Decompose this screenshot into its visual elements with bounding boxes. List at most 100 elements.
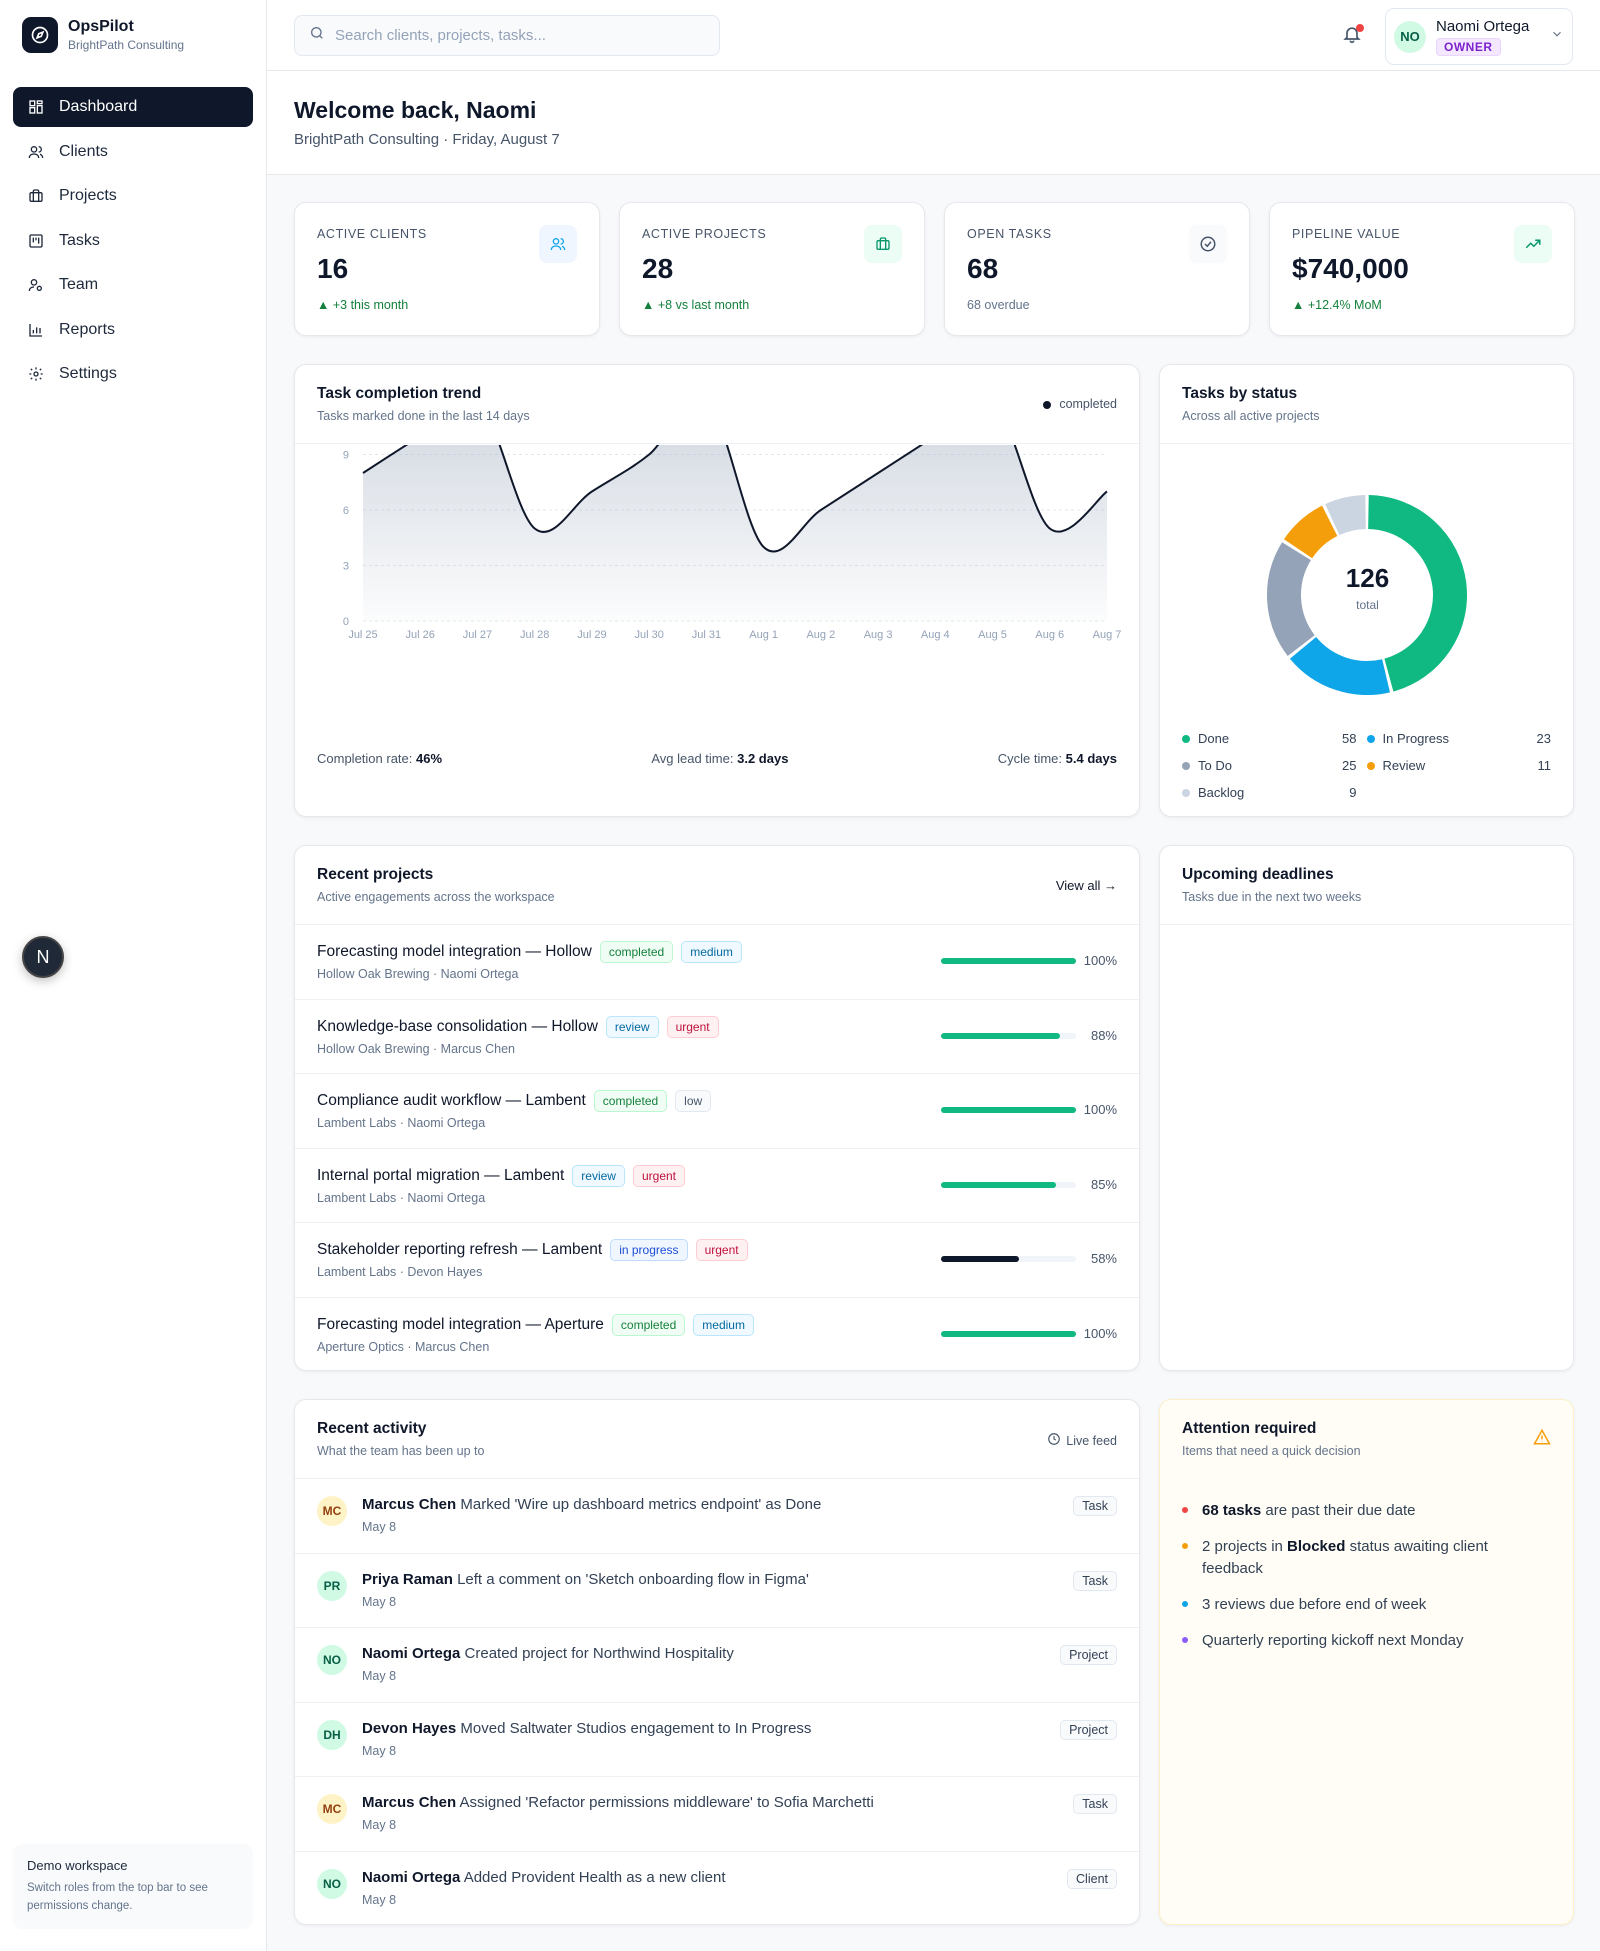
- sidebar-item-label: Reports: [59, 320, 116, 338]
- sidebar-item-label: Team: [59, 276, 99, 293]
- table-row[interactable]: Stakeholder reporting refresh — Lambent …: [295, 1222, 1139, 1297]
- view-all-link[interactable]: View all →: [1055, 878, 1117, 893]
- table-row[interactable]: Forecasting model integration — Hollow c…: [295, 924, 1139, 999]
- y-tick-label: 3: [343, 561, 349, 573]
- project-name: Knowledge-base consolidation — Hollow re…: [317, 1015, 719, 1038]
- activity-type-tag: Client: [1067, 1869, 1117, 1889]
- trend-metric: Cycle time: 5.4 days: [998, 751, 1117, 766]
- list-item[interactable]: NO Naomi Ortega Added Provident Health a…: [295, 1851, 1139, 1926]
- x-tick-label: Jul 30: [634, 629, 663, 641]
- x-tick-label: Aug 1: [749, 629, 778, 641]
- donut-slice-to-do: [1267, 542, 1316, 656]
- trending-up-icon: [1514, 225, 1552, 263]
- progress-value: 88%: [1090, 1027, 1117, 1043]
- sidebar-item-dashboard[interactable]: Dashboard: [13, 87, 253, 127]
- trend-metric: Avg lead time: 3.2 days: [651, 751, 788, 766]
- card-subtitle: What the team has been up to: [317, 1444, 485, 1458]
- chevron-down-icon: [1550, 27, 1564, 46]
- demo-text: Switch roles from the top bar to see per…: [27, 1882, 208, 1912]
- progress-fill: [941, 1032, 1060, 1039]
- sidebar-item-clients[interactable]: Clients: [13, 132, 253, 172]
- briefcase-icon: [27, 187, 45, 205]
- activity-description: Moved Saltwater Studios engagement to In…: [460, 1719, 812, 1737]
- project-title: Knowledge-base consolidation — Hollow: [317, 1017, 598, 1035]
- sidebar-item-settings[interactable]: Settings: [13, 354, 253, 394]
- project-name: Compliance audit workflow — Lambent comp…: [317, 1090, 712, 1113]
- list-item[interactable]: MC Marcus Chen Marked 'Wire up dashboard…: [295, 1478, 1139, 1553]
- user-menu[interactable]: NO Naomi Ortega OWNER: [1385, 8, 1573, 65]
- attention-item[interactable]: 3 reviews due before end of week: [1182, 1594, 1543, 1616]
- progress-value: 100%: [1083, 953, 1117, 968]
- attention-item[interactable]: 68 tasks are past their due date: [1182, 1500, 1543, 1522]
- attention-text-tail: status awaiting client feedback: [1202, 1538, 1488, 1577]
- brand[interactable]: OpsPilot BrightPath Consulting: [0, 0, 266, 70]
- activity-text: Naomi Ortega Added Provident Health as a…: [362, 1869, 726, 1886]
- project-name: Internal portal migration — Lambent revi…: [317, 1164, 685, 1187]
- progress-fill: [941, 1331, 1076, 1337]
- progress-value: 58%: [1090, 1251, 1117, 1267]
- search-box[interactable]: [294, 15, 720, 56]
- legend-item-in-progress: In Progress 23: [1366, 731, 1551, 746]
- legend-value: 11: [1537, 758, 1552, 773]
- sidebar-item-label: Tasks: [59, 231, 100, 249]
- sidebar-nav: Dashboard Clients Projects Tasks Team Reports…: [0, 87, 266, 394]
- demo-workspace-note: Demo workspace Switch roles from the top…: [13, 1844, 253, 1929]
- tasks-by-status-card: Tasks by status Across all active projec…: [1159, 364, 1574, 817]
- bar-chart-icon: [27, 321, 45, 339]
- stat-delta: ▲ +3 this month: [317, 298, 409, 312]
- avatar: NO: [1394, 20, 1426, 53]
- list-item[interactable]: PR Priya Raman Left a comment on 'Sketch…: [295, 1552, 1139, 1628]
- list-item[interactable]: NO Naomi Ortega Created project for Nort…: [295, 1627, 1139, 1702]
- role-badge: OWNER: [1436, 37, 1501, 56]
- project-title: Forecasting model integration — Hollow: [317, 943, 592, 960]
- recent-activity-card: Recent activity What the team has been u…: [294, 1399, 1140, 1925]
- list-item[interactable]: DH Devon Hayes Moved Saltwater Studios e…: [295, 1701, 1139, 1777]
- chart-legend: completed: [1043, 397, 1117, 411]
- card-subtitle: Items that need a quick decision: [1182, 1444, 1361, 1458]
- table-row[interactable]: Forecasting model integration — Aperture…: [295, 1297, 1139, 1372]
- clock-icon: [1047, 1432, 1061, 1449]
- activity-text: Naomi Ortega Created project for Northwi…: [362, 1645, 734, 1662]
- legend-label: Done: [1198, 731, 1230, 746]
- y-tick-label: 6: [343, 505, 349, 517]
- progress-value: 85%: [1090, 1176, 1117, 1192]
- sidebar-item-projects[interactable]: Projects: [13, 176, 253, 216]
- project-meta: Aperture Optics · Marcus Chen: [317, 1340, 490, 1354]
- activity-type-tag: Project: [1060, 1719, 1117, 1740]
- stat-value: $740,000: [1292, 253, 1409, 284]
- metric-value: 46%: [416, 751, 443, 766]
- attention-item[interactable]: 2 projects in Blocked status awaiting cl…: [1182, 1536, 1543, 1580]
- progress-fill: [941, 1256, 1020, 1263]
- attention-item[interactable]: Quarterly reporting kickoff next Monday: [1182, 1630, 1543, 1652]
- priority-badge: low: [675, 1090, 712, 1113]
- notifications-bell-icon[interactable]: [1342, 24, 1364, 46]
- sidebar-item-reports[interactable]: Reports: [13, 310, 253, 350]
- table-row[interactable]: Internal portal migration — Lambent revi…: [295, 1147, 1139, 1223]
- status-legend: Done 58 In Progress 23 To Do 25 Review 11 Backlo…: [1182, 725, 1551, 806]
- table-row[interactable]: Compliance audit workflow — Lambent comp…: [295, 1073, 1139, 1148]
- floating-dev-badge[interactable]: N: [22, 936, 64, 978]
- card-title: Task completion trend: [317, 385, 482, 402]
- table-row[interactable]: Knowledge-base consolidation — Hollow re…: [295, 998, 1139, 1074]
- app-name: OpsPilot: [68, 18, 134, 35]
- x-tick-label: Aug 4: [921, 629, 950, 641]
- search-input[interactable]: [335, 27, 695, 44]
- priority-badge: urgent: [666, 1015, 719, 1038]
- list-item[interactable]: MC Marcus Chen Assigned 'Refactor permis…: [295, 1776, 1139, 1851]
- bullet-dot: [1182, 1507, 1188, 1513]
- x-tick-label: Aug 7: [1093, 629, 1122, 641]
- y-tick-label: 0: [343, 616, 349, 628]
- legend-value: 9: [1349, 785, 1357, 800]
- status-donut-chart: [1267, 495, 1467, 695]
- stat-delta: ▲ +8 vs last month: [642, 298, 750, 312]
- live-feed-indicator: Live feed: [1047, 1432, 1117, 1449]
- activity-description: Left a comment on 'Sketch onboarding flo…: [457, 1570, 809, 1588]
- activity-type-tag: Project: [1060, 1645, 1117, 1666]
- stat-card-pipeline-value: PIPELINE VALUE $740,000 ▲ +12.4% MoM: [1269, 202, 1575, 336]
- donut-slice-review: [1283, 505, 1338, 559]
- x-tick-label: Jul 27: [463, 629, 492, 641]
- attention-list: 68 tasks are past their due date 2 projec…: [1182, 1500, 1543, 1666]
- sidebar-item-team[interactable]: Team: [13, 265, 253, 305]
- activity-date: May 8: [362, 1743, 397, 1758]
- sidebar-item-tasks[interactable]: Tasks: [13, 221, 253, 261]
